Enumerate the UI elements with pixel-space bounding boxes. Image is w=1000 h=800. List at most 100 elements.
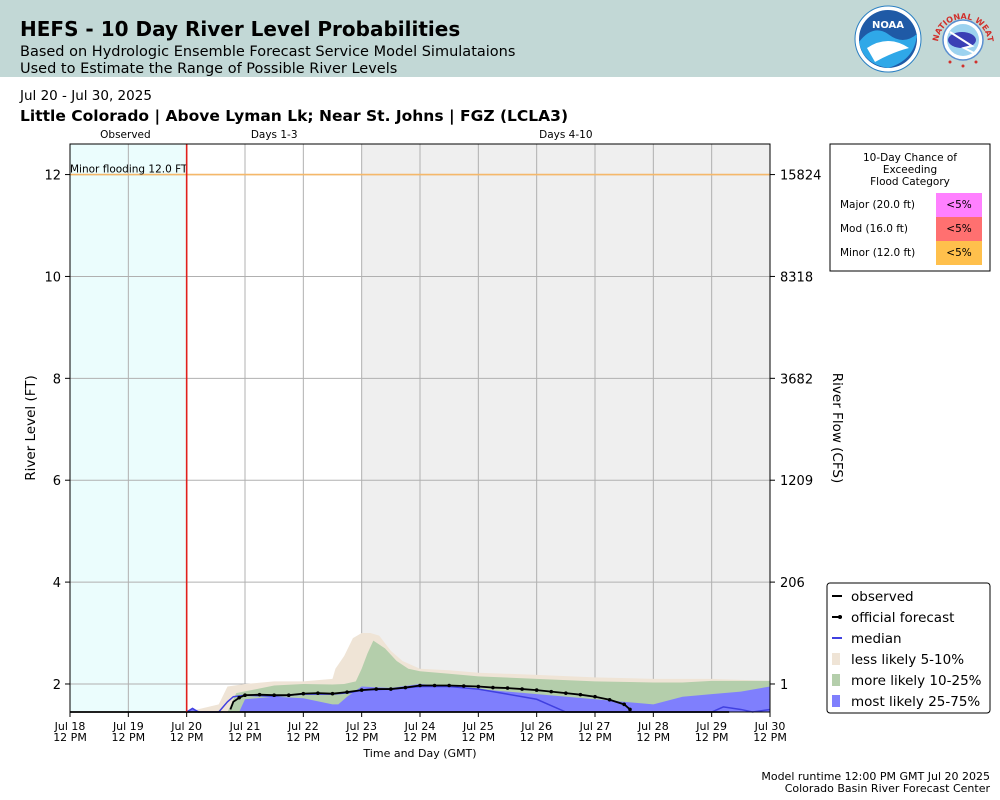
forecast-point <box>243 693 247 697</box>
flood-row-cell <box>936 193 982 217</box>
noaa-logo: NOAA <box>854 5 922 73</box>
y-axis-right-label: River Flow (CFS) <box>829 373 845 483</box>
page-title: HEFS - 10 Day River Level Probabilities <box>20 17 461 41</box>
x-tick-time: 12 PM <box>287 731 321 744</box>
less-likely-band <box>186 633 770 712</box>
forecast-point <box>476 684 481 689</box>
forecast-point <box>607 697 612 702</box>
page-subtitle-2: Used to Estimate the Range of Possible R… <box>20 61 398 77</box>
x-tick-day: Jul 28 <box>637 720 669 733</box>
x-tick-time: 12 PM <box>228 731 262 744</box>
observed-region-bg <box>70 144 187 712</box>
flood-table-title: 10-Day Chance of <box>863 152 957 164</box>
y-tick-label: 2 <box>53 678 61 693</box>
chart-legend: observed official forecast median less like… <box>826 582 991 714</box>
x-tick-time: 12 PM <box>112 731 146 744</box>
x-tick-day: Jul 25 <box>462 720 494 733</box>
header-banner: HEFS - 10 Day River Level Probabilities … <box>0 0 1000 77</box>
x-tick-day: Jul 27 <box>579 720 611 733</box>
legend-swatch-band <box>832 695 840 707</box>
nws-logo: NATIONAL WEATHER SERVICE <box>928 2 995 68</box>
flood-row-cell <box>936 217 982 241</box>
x-tick-day: Jul 18 <box>54 720 86 733</box>
x-tick-day: Jul 19 <box>112 720 144 733</box>
forecast-point <box>330 691 335 696</box>
official-forecast-line <box>229 684 631 711</box>
x-tick-day: Jul 30 <box>754 720 786 733</box>
x-tick-time: 12 PM <box>753 731 787 744</box>
x-axis-label: Time and Day (GMT) <box>362 747 476 760</box>
legend-label: official forecast <box>851 610 954 626</box>
forecast-point <box>491 685 495 690</box>
forecast-point <box>447 683 451 688</box>
x-tick-time: 12 PM <box>637 731 671 744</box>
forecast-point <box>564 691 568 695</box>
forecast-point <box>593 694 597 699</box>
x-tick-time: 12 PM <box>578 731 612 744</box>
minor-flood-label: Minor flooding 12.0 FT <box>70 164 188 176</box>
flood-table-box <box>829 143 991 272</box>
y-tick-label: 6 <box>53 474 61 489</box>
y-tick-label: 4 <box>53 576 61 591</box>
x-tick-day: Jul 21 <box>229 720 261 733</box>
forecast-point <box>628 707 632 712</box>
more-likely-band <box>186 640 770 712</box>
legend-label: median <box>851 631 902 647</box>
x-tick-time: 12 PM <box>695 731 729 744</box>
forecast-point <box>237 695 241 700</box>
y-right-tick-label: 3682 <box>780 372 813 387</box>
noaa-logo-text: NOAA <box>872 20 904 31</box>
x-tick-time: 12 PM <box>403 731 437 744</box>
forecast-point <box>432 683 437 688</box>
forecast-point <box>505 686 510 690</box>
region-label-2: Days 4-10 <box>539 129 592 141</box>
legend-box <box>826 582 991 714</box>
y-tick-label: 12 <box>44 169 61 184</box>
flood-table-title: Flood Category <box>870 176 950 188</box>
legend-label: most likely 25-75% <box>851 694 980 710</box>
legend-swatch-band <box>832 653 840 665</box>
page-subtitle-1: Based on Hydrologic Ensemble Forecast Se… <box>20 44 516 60</box>
forecast-point <box>578 692 583 697</box>
flood-table-title: Exceeding <box>883 164 937 176</box>
forecast-point <box>403 685 408 690</box>
region-label-1: Days 1-3 <box>251 129 298 141</box>
flood-row-cell <box>936 241 982 265</box>
forecast-point <box>257 692 262 697</box>
forecast-point <box>520 687 524 691</box>
x-tick-time: 12 PM <box>520 731 554 744</box>
region-label-0: Observed <box>100 129 151 141</box>
forecast-point <box>301 691 306 696</box>
forecast-point <box>534 688 539 692</box>
date-range: Jul 20 - Jul 30, 2025 <box>20 88 152 104</box>
y-right-tick-label: 1209 <box>780 474 813 489</box>
forecast-point <box>622 702 626 707</box>
x-tick-time: 12 PM <box>462 731 496 744</box>
forecast-point <box>389 687 393 691</box>
y-tick-label: 8 <box>53 372 61 387</box>
median-line <box>186 685 771 713</box>
forecast-point <box>345 690 349 694</box>
x-tick-day: Jul 24 <box>404 720 436 733</box>
days-4-10-region-bg <box>361 144 770 712</box>
flood-row-label: Mod (16.0 ft) <box>840 223 908 235</box>
y-tick-label: 10 <box>44 270 61 285</box>
x-tick-day: Jul 20 <box>170 720 202 733</box>
x-tick-time: 12 PM <box>345 731 379 744</box>
legend-label: less likely 5-10% <box>851 652 964 668</box>
legend-swatch-forecast-dot <box>838 615 842 619</box>
flood-row-label: Minor (12.0 ft) <box>840 247 915 259</box>
probability-bands <box>186 633 770 712</box>
x-tick-day: Jul 23 <box>345 720 377 733</box>
series-lines: Minor flooding 12.0 FT <box>70 144 771 713</box>
forecast-point <box>461 684 466 688</box>
y-axis-label: River Level (FT) <box>23 375 39 481</box>
grid-lines <box>69 144 771 712</box>
legend-label: more likely 10-25% <box>851 673 982 689</box>
forecast-point <box>272 693 276 697</box>
forecast-point <box>549 689 554 694</box>
forecast-center: Colorado Basin River Forecast Center <box>784 782 990 795</box>
legend-swatch-band <box>832 674 840 686</box>
x-tick-time: 12 PM <box>170 731 204 744</box>
